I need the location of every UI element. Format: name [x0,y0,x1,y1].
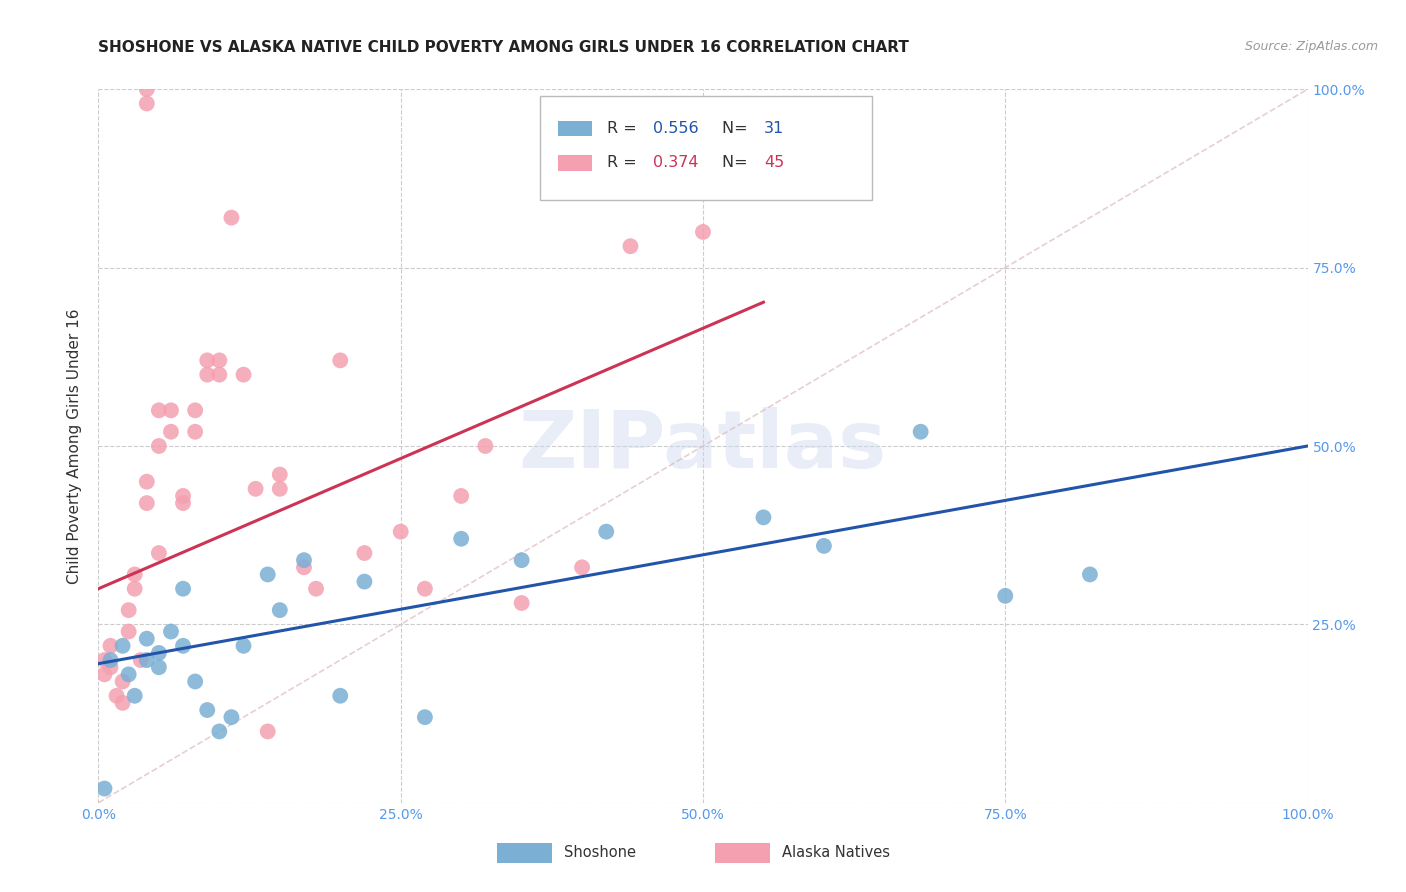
Point [160,624,183,639]
Point [256,567,278,582]
Point [389,524,412,539]
Point [111,696,134,710]
Point [172,489,194,503]
Point [292,553,315,567]
FancyBboxPatch shape [540,96,872,200]
Point [195,353,218,368]
Point [269,603,291,617]
Point [118,624,141,639]
Point [752,510,775,524]
FancyBboxPatch shape [558,155,592,170]
Point [353,574,375,589]
Point [245,482,267,496]
Text: N=: N= [721,121,752,136]
Point [93,667,115,681]
Point [413,710,436,724]
Point [184,425,207,439]
Text: SHOSHONE VS ALASKA NATIVE CHILD POVERTY AMONG GIRLS UNDER 16 CORRELATION CHART: SHOSHONE VS ALASKA NATIVE CHILD POVERTY … [98,40,910,55]
Text: 31: 31 [765,121,785,136]
Point [221,710,243,724]
Point [135,82,157,96]
Point [100,653,122,667]
Text: Source: ZipAtlas.com: Source: ZipAtlas.com [1244,40,1378,54]
Point [93,653,115,667]
Text: Shoshone: Shoshone [564,846,636,860]
Point [148,439,170,453]
Point [105,689,128,703]
Point [510,553,533,567]
Point [450,532,472,546]
Point [184,403,207,417]
Point [160,403,183,417]
Point [148,660,170,674]
Point [692,225,714,239]
Text: Alaska Natives: Alaska Natives [782,846,890,860]
Point [208,353,231,368]
Point [184,674,207,689]
Point [118,603,141,617]
Point [474,439,496,453]
Text: R =: R = [607,155,643,170]
Point [111,674,134,689]
Text: 0.374: 0.374 [652,155,699,170]
Point [129,653,152,667]
Point [813,539,835,553]
Point [910,425,932,439]
Point [329,353,352,368]
Point [571,560,593,574]
Point [292,560,315,574]
Point [124,567,146,582]
FancyBboxPatch shape [558,120,592,136]
Point [118,667,141,681]
Point [148,546,170,560]
Point [93,781,115,796]
Point [208,368,231,382]
Point [135,632,157,646]
Point [208,724,231,739]
Point [413,582,436,596]
Text: R =: R = [607,121,643,136]
Y-axis label: Child Poverty Among Girls Under 16: Child Poverty Among Girls Under 16 [67,309,83,583]
Point [135,496,157,510]
Point [595,524,617,539]
Point [353,546,375,560]
FancyBboxPatch shape [716,844,769,863]
Point [135,475,157,489]
Point [450,489,472,503]
Point [148,403,170,417]
Point [172,582,194,596]
Text: 0.556: 0.556 [652,121,699,136]
Point [100,639,122,653]
Point [148,646,170,660]
Point [221,211,243,225]
Text: ZIPatlas: ZIPatlas [519,407,887,485]
Point [232,368,254,382]
Point [510,596,533,610]
Point [100,660,122,674]
Point [232,639,254,653]
Point [269,482,291,496]
Point [1078,567,1101,582]
Point [305,582,328,596]
Point [111,639,134,653]
Point [619,239,641,253]
Point [172,496,194,510]
Point [994,589,1017,603]
Text: N=: N= [721,155,752,170]
Point [195,368,218,382]
FancyBboxPatch shape [498,844,553,863]
Point [269,467,291,482]
Point [172,639,194,653]
Point [329,689,352,703]
Point [135,96,157,111]
Text: 45: 45 [765,155,785,170]
Point [124,689,146,703]
Point [160,425,183,439]
Point [135,653,157,667]
Point [256,724,278,739]
Point [195,703,218,717]
Point [124,582,146,596]
